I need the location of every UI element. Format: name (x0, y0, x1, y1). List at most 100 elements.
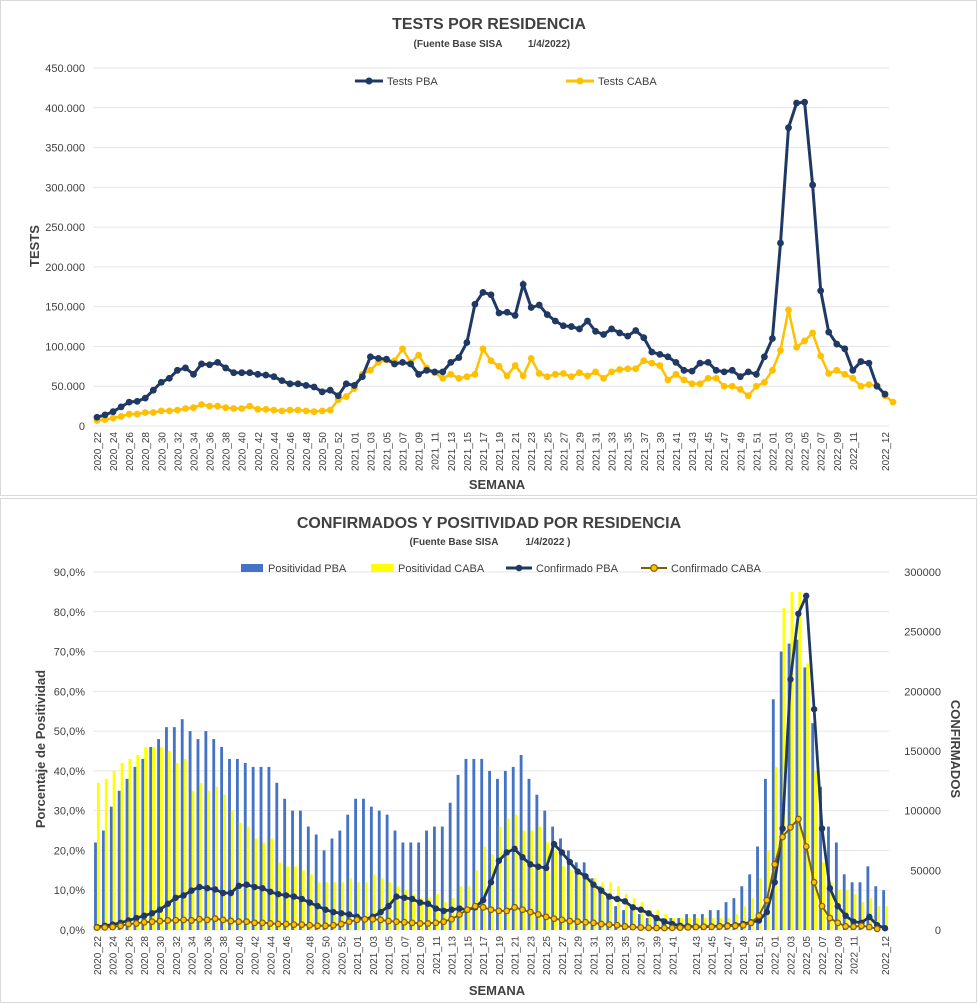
bar-positividad-caba (104, 778, 108, 930)
bar-positividad-pba (369, 806, 373, 930)
data-point (551, 317, 559, 325)
bar-positividad-pba (740, 886, 744, 930)
data-point (503, 308, 511, 316)
x-axis-label: SEMANA (469, 477, 526, 492)
bar-positividad-pba (771, 699, 775, 930)
data-point (338, 910, 345, 917)
x-tick-label: 2021_31 (592, 432, 603, 471)
bar-positividad-caba (601, 882, 605, 930)
x-tick-label: 2020_28 (140, 936, 151, 975)
data-point (712, 374, 720, 382)
data-point (393, 918, 400, 926)
x-tick-label: 2020_32 (173, 432, 184, 471)
bar-positividad-pba (243, 762, 247, 930)
bar-positividad-pba (267, 766, 271, 930)
x-tick-label: 2020_50 (318, 432, 329, 471)
data-point (148, 910, 156, 917)
legend: Tests PBA Tests CABA (355, 76, 657, 88)
bar-positividad-caba (167, 751, 171, 930)
data-point (222, 364, 230, 372)
data-point (471, 300, 479, 308)
x-tick-label: 2021_09 (416, 936, 427, 975)
bar-positividad-pba (724, 902, 728, 930)
data-point (857, 382, 865, 390)
data-point (825, 328, 833, 336)
x-tick-label: 2021_15 (463, 432, 474, 471)
bar-positividad-pba (779, 651, 783, 930)
data-point (850, 918, 857, 925)
data-point (204, 885, 211, 892)
data-point (230, 405, 238, 412)
data-point (752, 370, 760, 378)
data-point (543, 311, 551, 319)
x-tick-label: 2021_37 (640, 432, 651, 471)
x-tick-label: 2021_39 (653, 936, 664, 975)
data-point (632, 365, 640, 373)
data-point (661, 918, 668, 925)
legend-swatch (241, 564, 263, 572)
data-point (696, 359, 704, 367)
data-point (302, 407, 310, 415)
data-point (149, 409, 157, 416)
y-tick-label: 400.000 (45, 103, 85, 115)
data-point (684, 923, 692, 931)
x-tick-label: 2020_46 (282, 936, 293, 975)
data-point (535, 863, 542, 870)
x-tick-label: 2022_07 (817, 432, 828, 471)
data-point (290, 921, 298, 929)
data-point (456, 905, 463, 912)
bar-positividad-pba (834, 842, 838, 930)
data-point (535, 370, 543, 377)
data-point (787, 676, 794, 683)
series-line-tests-pba (96, 100, 887, 419)
data-point (132, 920, 140, 927)
data-point (736, 386, 744, 393)
data-point (140, 918, 148, 926)
data-point (306, 921, 314, 929)
data-point (785, 124, 792, 132)
data-point (664, 376, 672, 384)
data-point (471, 902, 479, 910)
x-tick-label: 2020_42 (251, 936, 262, 975)
data-point (286, 406, 294, 414)
y-right-tick-label: 250000 (904, 627, 941, 639)
data-point (148, 918, 156, 926)
data-point (267, 888, 274, 896)
data-point (125, 398, 133, 406)
data-point (645, 924, 653, 932)
x-tick-label: 2020_30 (156, 936, 167, 975)
data-point (424, 900, 432, 907)
data-point (645, 910, 652, 917)
data-point (270, 373, 278, 381)
bar-positividad-pba (338, 830, 342, 930)
data-point (165, 374, 173, 382)
bar-positividad-pba (425, 830, 428, 930)
data-point (141, 409, 149, 416)
data-point (850, 923, 857, 931)
data-point (455, 374, 463, 382)
x-tick-label: 2022_01 (771, 936, 782, 975)
data-point (101, 411, 109, 419)
bar-positividad-pba (322, 850, 326, 930)
gridlines (93, 67, 889, 427)
data-point (582, 918, 589, 926)
data-point (720, 382, 728, 390)
x-tick-label: 2021_13 (447, 432, 458, 471)
data-point (164, 900, 172, 907)
x-tick-label: 2020_50 (321, 936, 332, 975)
data-point (592, 327, 599, 335)
data-point (117, 403, 125, 411)
x-tick-label: 2021_47 (720, 432, 731, 471)
x-tick-label: 2021_29 (575, 432, 586, 471)
legend-marker (576, 77, 584, 85)
y-left-tick-label: 90,0% (54, 567, 85, 579)
bar-positividad-pba (527, 778, 531, 930)
bar-positividad-caba (822, 862, 825, 930)
x-tick-label: 2021_07 (399, 432, 410, 471)
data-point (527, 908, 534, 916)
data-point (318, 407, 326, 415)
x-tick-label: 2020_34 (189, 432, 200, 471)
data-point (818, 825, 826, 832)
data-point (716, 923, 723, 930)
data-point (431, 368, 439, 376)
